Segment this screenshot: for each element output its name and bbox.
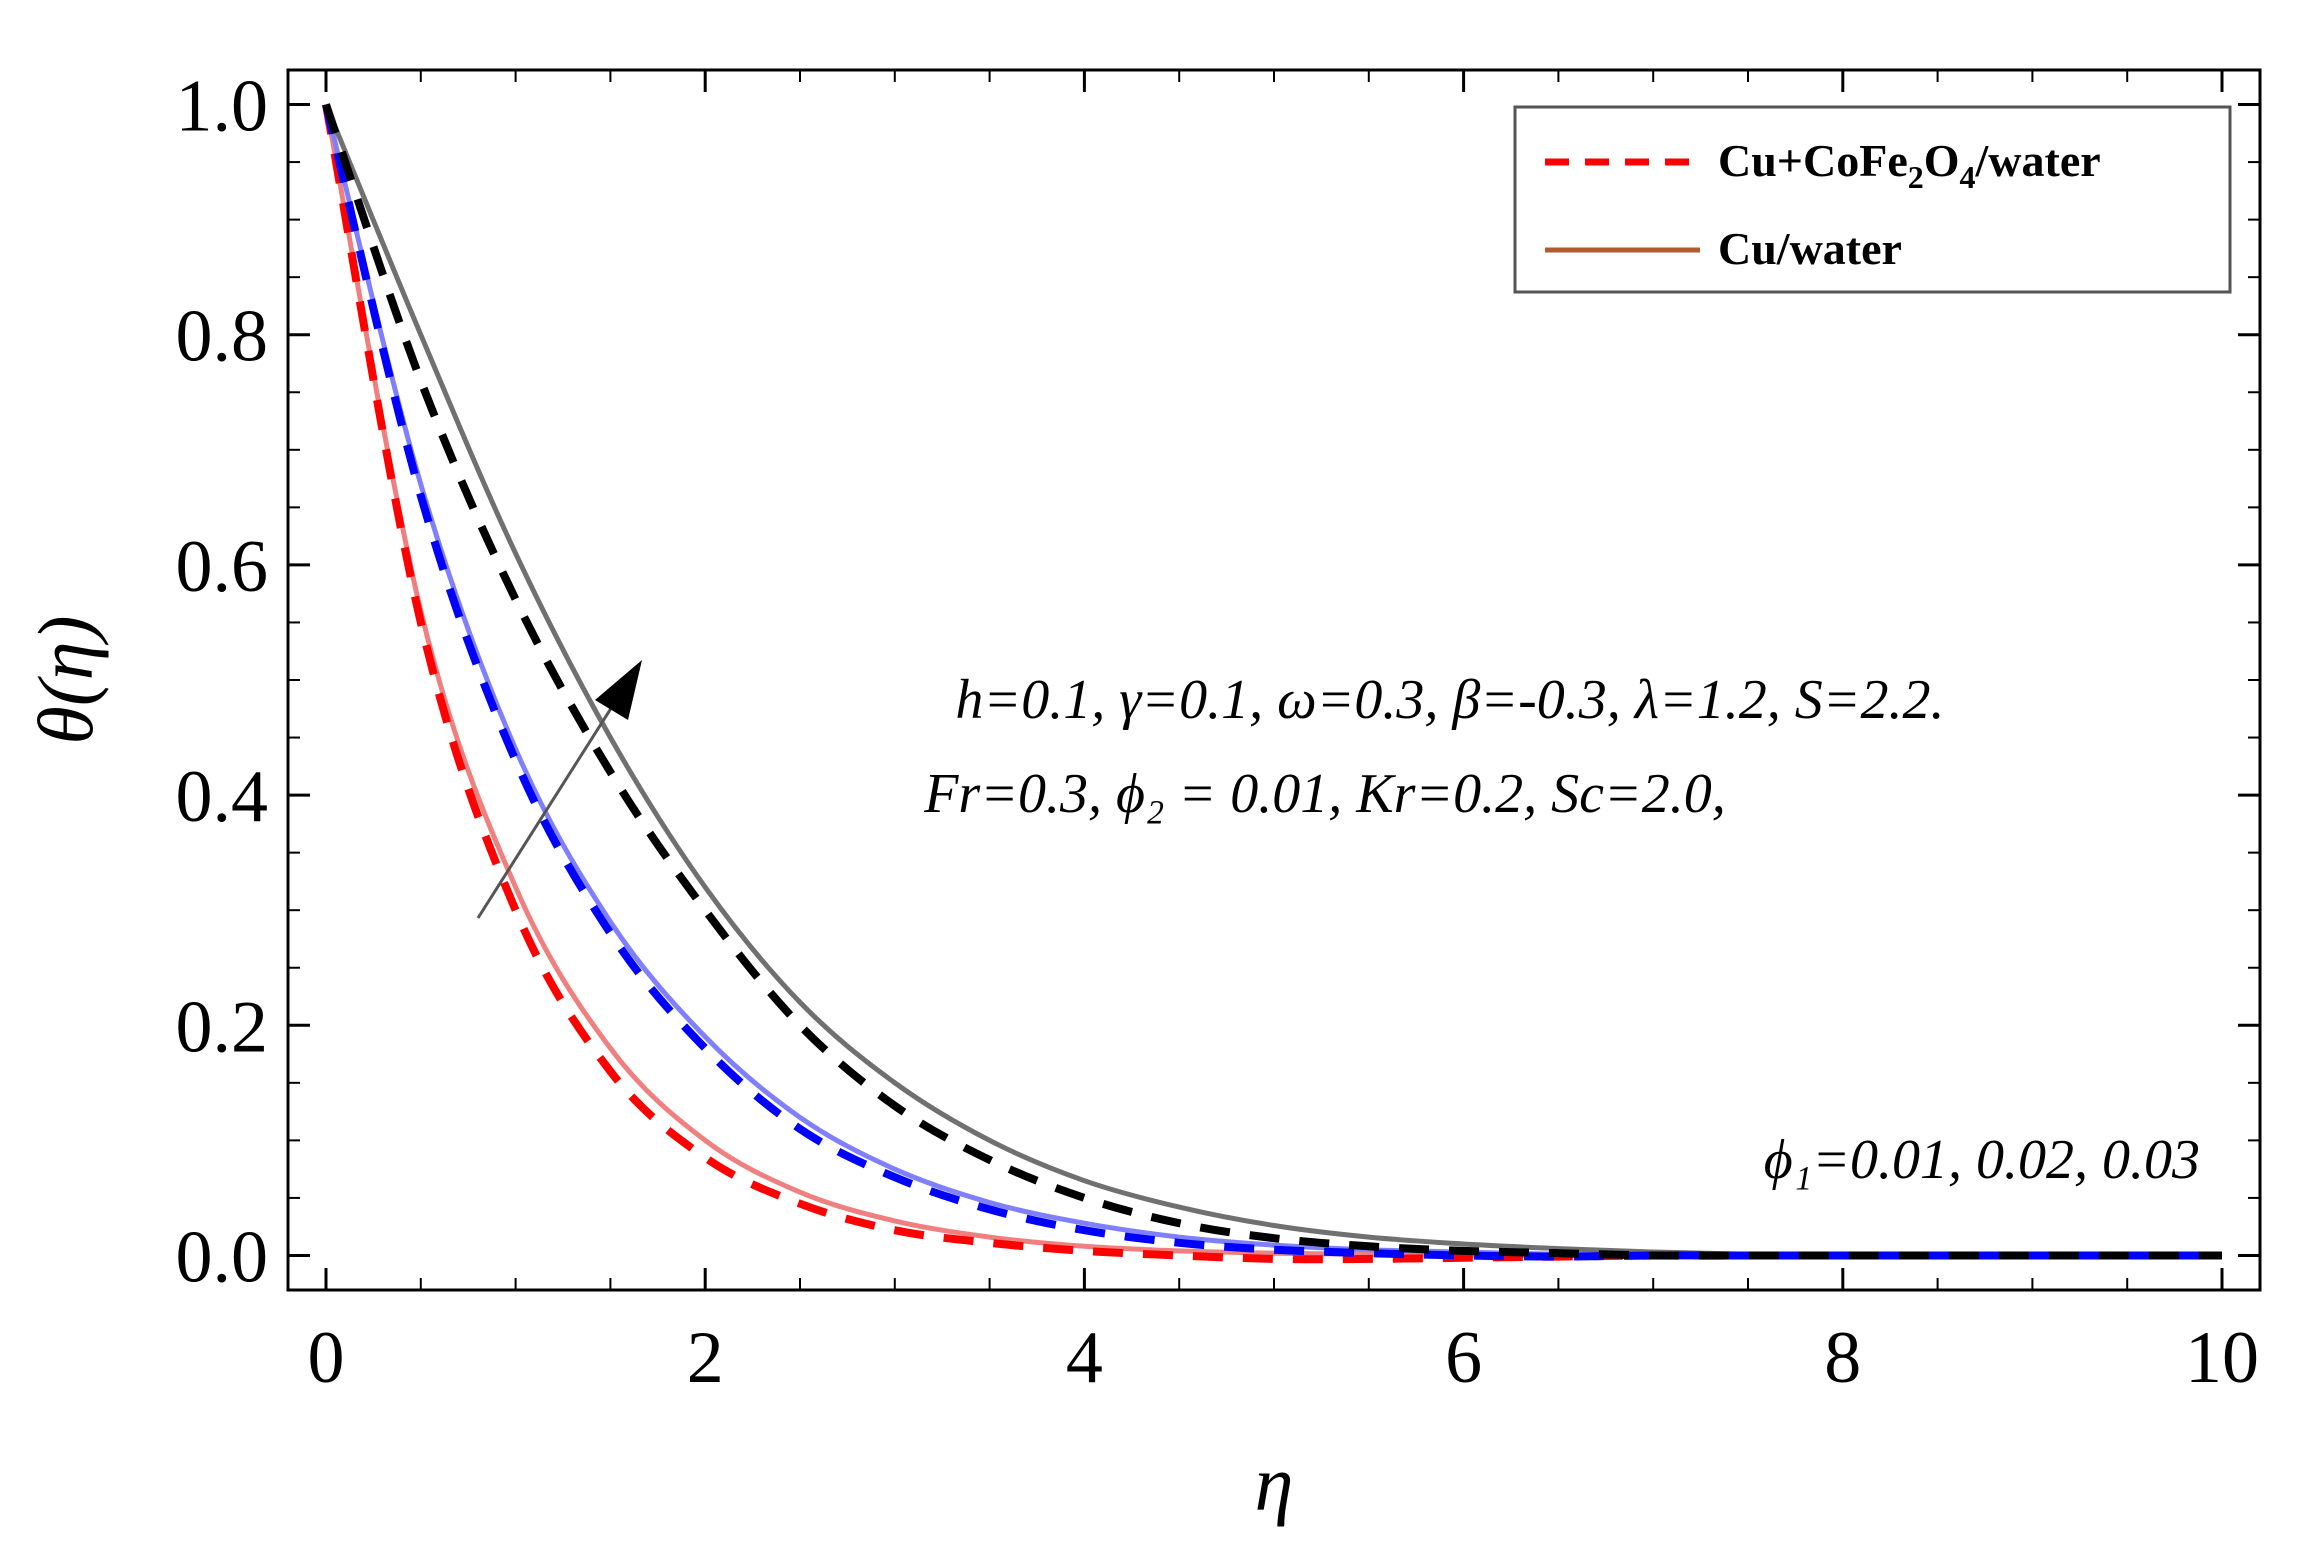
params-annotation-line-2: Fr=0.3, ϕ₂ = 0.01, Kr=0.2, Sc=2.0, [923,763,1726,825]
y-tick-label: 0.0 [176,1216,269,1298]
phi-values-annotation: ϕ₁=0.01, 0.02, 0.03 [1764,1129,2200,1191]
legend-entry-hybrid: Cu+CoFe2O4/water [1718,135,2101,195]
y-tick-label: 0.6 [176,526,269,608]
x-tick-label: 10 [2185,1317,2259,1399]
params-annotation-line-1: h=0.1, γ=0.1, ω=0.3, β=-0.3, λ=1.2, S=2.… [955,669,1944,731]
x-tick-label: 4 [1066,1317,1103,1399]
axis-ticks [288,70,2260,1290]
y-axis-label: θ(η) [22,616,109,745]
y-tick-label: 0.4 [176,756,269,838]
plot-frame [286,68,2262,1292]
tick-labels: 0 2 4 6 8 10 0.0 0.2 0.4 0.6 0.8 1.0 [176,66,2260,1399]
y-tick-label: 0.2 [176,986,269,1068]
y-tick-label: 0.8 [176,296,269,378]
x-axis-label: η [1255,1440,1294,1527]
x-tick-label: 8 [1824,1317,1861,1399]
x-tick-label: 0 [308,1317,345,1399]
x-tick-label: 2 [687,1317,724,1399]
legend-entry-cu-water: Cu/water [1718,223,1902,274]
series-line-4 [322,103,2222,1260]
series-layer [322,103,2222,1264]
legend: Cu+CoFe2O4/water Cu/water [1513,105,2232,294]
legend-box [1513,105,2232,294]
trend-arrow-head-icon [595,660,642,720]
series-line-2 [322,103,2222,1261]
x-tick-label: 6 [1445,1317,1482,1399]
y-tick-label: 1.0 [176,66,269,148]
trend-arrow-shaft [476,701,617,919]
